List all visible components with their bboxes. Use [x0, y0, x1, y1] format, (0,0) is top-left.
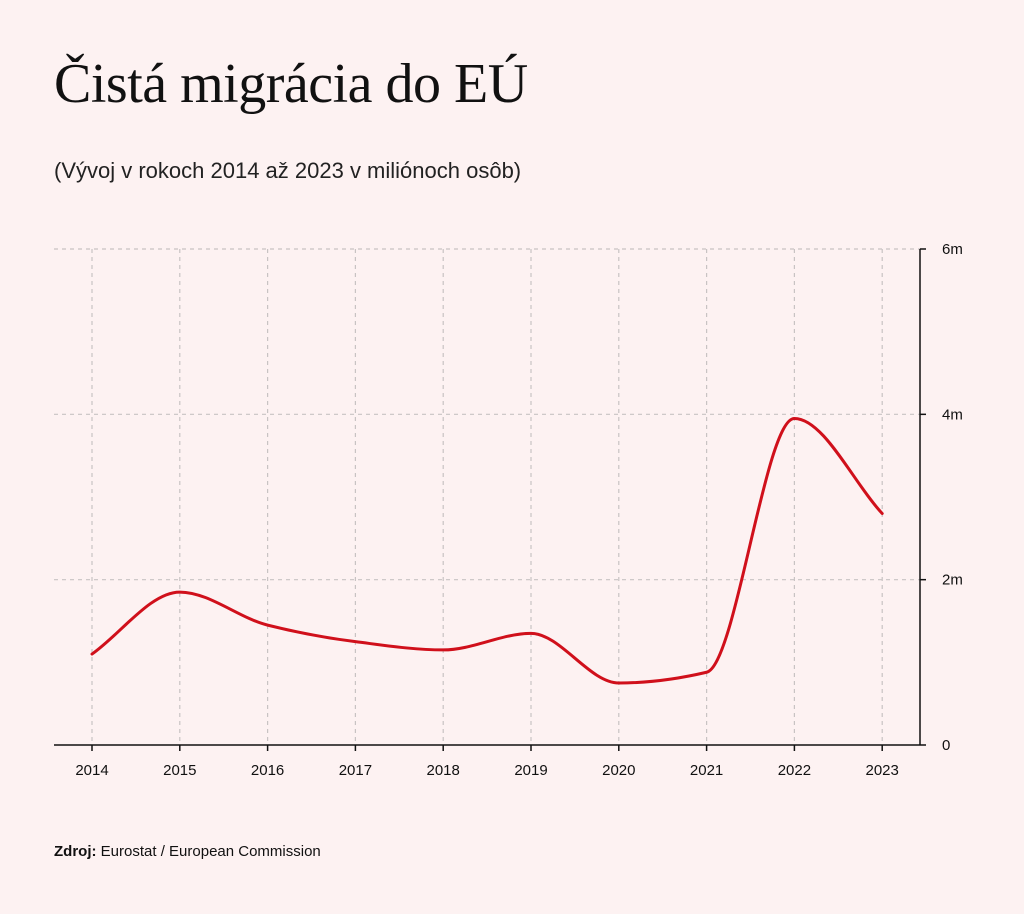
y-tick-label: 6m — [942, 241, 963, 258]
series-layer — [90, 416, 884, 685]
y-tick-label: 4m — [942, 406, 963, 423]
x-tick-label: 2016 — [251, 762, 284, 779]
grid-layer — [54, 248, 920, 745]
series-line — [90, 416, 884, 685]
source-label: Zdroj: — [54, 843, 97, 860]
x-tick-label: 2022 — [778, 762, 811, 779]
x-tick-label: 2023 — [866, 762, 899, 779]
x-tick-label: 2014 — [75, 762, 108, 779]
source-note: Zdroj: Eurostat / European Commission — [54, 843, 321, 860]
x-tick-label: 2018 — [427, 762, 460, 779]
chart-subtitle: (Vývoj v rokoch 2014 až 2023 v miliónoch… — [54, 158, 522, 183]
label-layer: 2014 2015 2016 2017 2018 2019 2020 2021 2022 2023… — [75, 241, 963, 779]
chart-title: Čistá migrácia do EÚ — [54, 53, 528, 115]
x-tick-label: 2019 — [514, 762, 547, 779]
x-tick-label: 2017 — [339, 762, 372, 779]
y-tick-label: 0 — [942, 737, 950, 754]
x-tick-label: 2015 — [163, 762, 196, 779]
x-tick-label: 2021 — [690, 762, 723, 779]
source-text: Eurostat / European Commission — [100, 843, 321, 860]
y-tick-label: 2m — [942, 572, 963, 589]
x-tick-label: 2020 — [602, 762, 635, 779]
axis-layer — [54, 248, 926, 751]
